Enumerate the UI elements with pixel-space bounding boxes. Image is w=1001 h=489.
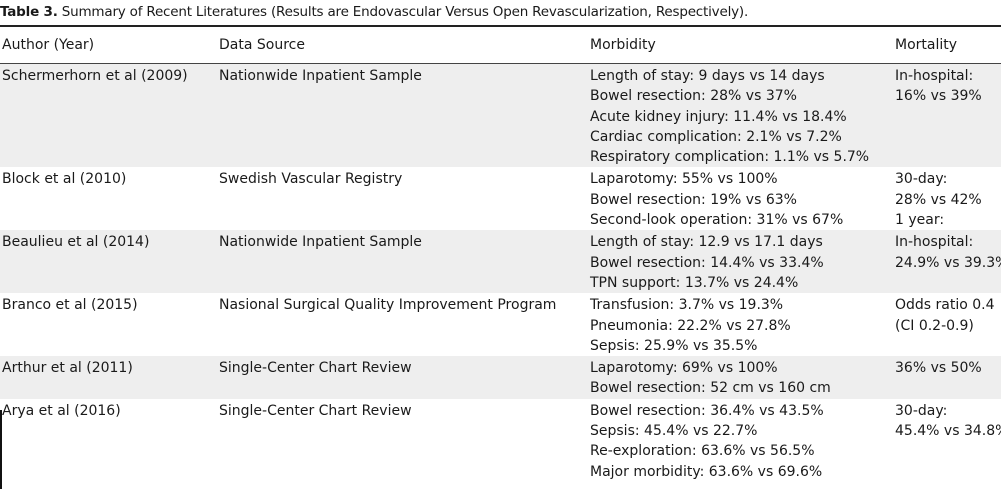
- cell-morbidity: Transfusion: 3.7% vs 19.3% Pneumonia: 22.…: [588, 293, 893, 356]
- cell-morbidity: Length of stay: 12.9 vs 17.1 days Bowel r…: [588, 230, 893, 294]
- cell-data-source-text: Nationwide Inpatient Sample: [219, 234, 422, 251]
- cell-morbidity: Bowel resection: 36.4% vs 43.5% Sepsis: 4…: [588, 399, 893, 482]
- cell-mortality: 30-day: 45.4% vs 34.8%: [893, 399, 1001, 482]
- table-caption: Table 3. Summary of Recent Literatures (…: [0, 0, 1001, 24]
- header-data-source: Data Source: [217, 27, 588, 64]
- table-label: Table 3.: [0, 4, 58, 20]
- morbidity-line: Bowel resection: 52 cm vs 160 cm: [590, 380, 831, 397]
- cell-data-source: Swedish Vascular Registry: [217, 167, 588, 230]
- cell-data-source-text: Nasional Surgical Quality Improvement Pr…: [219, 297, 557, 314]
- cell-author: Block et al (2010): [0, 167, 217, 230]
- cell-author: Branco et al (2015): [0, 293, 217, 356]
- cell-morbidity: Length of stay: 9 days vs 14 days Bowel r…: [588, 63, 893, 168]
- cell-mortality: 36% vs 50%: [893, 356, 1001, 399]
- mortality-line: In-hospital:: [895, 68, 974, 84]
- cell-data-source-text: Single-Center Chart Review: [219, 402, 412, 419]
- top-rule: [0, 25, 1001, 27]
- cell-author-text: Branco et al (2015): [2, 297, 138, 314]
- morbidity-line: Length of stay: 12.9 vs 17.1 days: [590, 234, 823, 251]
- morbidity-line: Transfusion: 3.7% vs 19.3%: [590, 297, 784, 314]
- cell-morbidity: Laparotomy: 55% vs 100% Bowel resection: …: [588, 167, 893, 230]
- cell-author: Arthur et al (2011): [0, 356, 217, 399]
- morbidity-line: Laparotomy: 55% vs 100%: [590, 171, 778, 188]
- mortality-line: 1 year:: [895, 212, 945, 229]
- cell-data-source: Single-Center Chart Review: [217, 356, 588, 399]
- morbidity-line: Respiratory complication: 1.1% vs 5.7%: [590, 149, 870, 166]
- morbidity-line: Cardiac complication: 2.1% vs 7.2%: [590, 128, 842, 145]
- cell-mortality: Odds ratio 0.4 (CI 0.2-0.9): [893, 293, 1001, 356]
- morbidity-line: Sepsis: 25.9% vs 35.5%: [590, 337, 758, 354]
- cell-data-source: Single-Center Chart Review: [217, 399, 588, 482]
- header-row: Author (Year) Data Source Morbidity Mort…: [0, 27, 1001, 64]
- cell-mortality: In-hospital: 16% vs 39%: [893, 63, 1001, 168]
- cell-data-source: Nationwide Inpatient Sample: [217, 230, 588, 294]
- morbidity-line: TPN support: 13.7% vs 24.4%: [590, 274, 799, 291]
- cell-data-source-text: Nationwide Inpatient Sample: [219, 68, 422, 84]
- mortality-line: 30-day:: [895, 171, 948, 188]
- morbidity-line: Length of stay: 9 days vs 14 days: [590, 68, 825, 84]
- morbidity-line: Bowel resection: 14.4% vs 33.4%: [590, 254, 824, 271]
- cell-morbidity: Laparotomy: 69% vs 100% Bowel resection: …: [588, 356, 893, 399]
- morbidity-line: Bowel resection: 36.4% vs 43.5%: [590, 402, 824, 419]
- table-row: Branco et al (2015) Nasional Surgical Qua…: [0, 293, 1001, 356]
- morbidity-line: Laparotomy: 69% vs 100%: [590, 360, 778, 377]
- morbidity-line: Second-look operation: 31% vs 67%: [590, 212, 844, 229]
- morbidity-line: Bowel resection: 28% vs 37%: [590, 88, 797, 105]
- cell-data-source: Nasional Surgical Quality Improvement Pr…: [217, 293, 588, 356]
- cell-author: Arya et al (2016): [0, 399, 217, 482]
- table-row: Block et al (2010) Swedish Vascular Regis…: [0, 167, 1001, 230]
- mortality-line: In-hospital:: [895, 234, 974, 251]
- header-morbidity: Morbidity: [588, 27, 893, 64]
- table-row: Arthur et al (2011) Single-Center Chart R…: [0, 356, 1001, 399]
- cell-author-text: Schermerhorn et al (2009): [2, 68, 188, 84]
- header-author: Author (Year): [0, 27, 217, 64]
- mortality-line: 36% vs 50%: [895, 360, 982, 377]
- table-row: Arya et al (2016) Single-Center Chart Rev…: [0, 399, 1001, 482]
- morbidity-line: Acute kidney injury: 11.4% vs 18.4%: [590, 108, 847, 125]
- morbidity-line: Re-exploration: 63.6% vs 56.5%: [590, 443, 815, 460]
- mortality-line: 30-day:: [895, 402, 948, 419]
- mortality-line: 16% vs 39%: [895, 88, 982, 105]
- cell-author-text: Arya et al (2016): [2, 402, 121, 419]
- cell-data-source-text: Single-Center Chart Review: [219, 360, 412, 377]
- mortality-line: (CI 0.2-0.9): [895, 317, 974, 334]
- cell-mortality: 30-day: 28% vs 42% 1 year:: [893, 167, 1001, 230]
- cell-data-source: Nationwide Inpatient Sample: [217, 63, 588, 168]
- morbidity-line: Pneumonia: 22.2% vs 27.8%: [590, 317, 791, 334]
- cell-author: Schermerhorn et al (2009): [0, 63, 217, 168]
- mortality-line: 45.4% vs 34.8%: [895, 423, 1001, 440]
- literature-summary-table: Author (Year) Data Source Morbidity Mort…: [0, 27, 1001, 482]
- table-caption-text: Summary of Recent Literatures (Results a…: [57, 4, 749, 20]
- cell-author-text: Beaulieu et al (2014): [2, 234, 150, 251]
- cell-author: Beaulieu et al (2014): [0, 230, 217, 294]
- morbidity-line: Sepsis: 45.4% vs 22.7%: [590, 423, 758, 440]
- table-row: Schermerhorn et al (2009) Nationwide Inpa…: [0, 63, 1001, 168]
- cell-author-text: Block et al (2010): [2, 171, 127, 188]
- morbidity-line: Major morbidity: 63.6% vs 69.6%: [590, 463, 823, 480]
- morbidity-line: Bowel resection: 19% vs 63%: [590, 191, 797, 208]
- header-mortality: Mortality: [893, 27, 1001, 64]
- cell-data-source-text: Swedish Vascular Registry: [219, 171, 403, 188]
- cell-mortality: In-hospital: 24.9% vs 39.3%: [893, 230, 1001, 294]
- mortality-line: 28% vs 42%: [895, 191, 982, 208]
- left-edge-bar: [0, 410, 2, 489]
- mortality-line: 24.9% vs 39.3%: [895, 254, 1001, 271]
- cell-author-text: Arthur et al (2011): [2, 360, 133, 377]
- mortality-line: Odds ratio 0.4: [895, 297, 995, 314]
- table-row: Beaulieu et al (2014) Nationwide Inpatien…: [0, 230, 1001, 294]
